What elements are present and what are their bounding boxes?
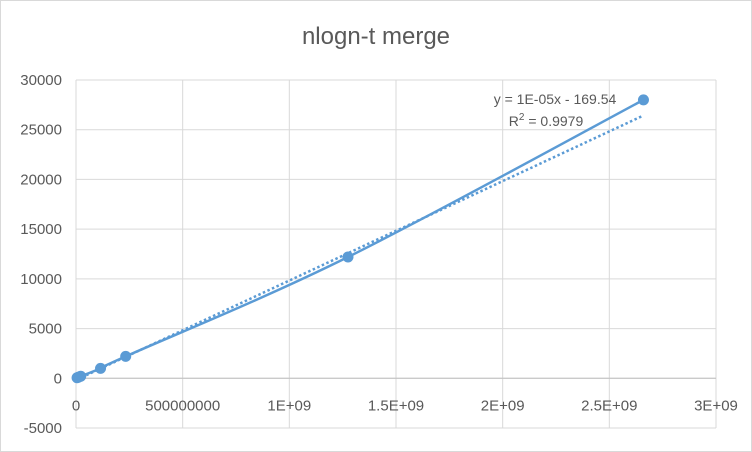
y-axis: -5000 0 5000 10000 15000 20000 25000 30000	[20, 72, 62, 437]
gridlines	[75, 79, 717, 429]
x-tick-label: 1E+09	[267, 397, 311, 414]
data-point	[75, 370, 87, 382]
y-tick-label: 15000	[20, 221, 62, 238]
x-tick-label: 500000000	[145, 397, 220, 414]
data-point	[342, 251, 354, 263]
y-tick-label: 20000	[20, 171, 62, 188]
series-line	[76, 98, 645, 379]
trendline-equation: y = 1E-05x - 169.54	[494, 91, 617, 107]
x-tick-label: 3E+09	[694, 397, 738, 414]
chart-title: nlogn-t merge	[302, 23, 450, 50]
y-tick-label: 10000	[20, 271, 62, 288]
data-point	[120, 350, 132, 362]
y-tick-label: 25000	[20, 122, 62, 139]
x-axis: 0 500000000 1E+09 1.5E+09 2E+09 2.5E+09 3E+09	[72, 397, 738, 414]
series-layer	[71, 94, 649, 384]
x-tick-label: 2.5E+09	[581, 397, 637, 414]
x-tick-label: 0	[72, 397, 80, 414]
trendline	[76, 114, 644, 381]
y-tick-label: -5000	[24, 420, 62, 437]
x-tick-label: 1.5E+09	[368, 397, 424, 414]
trendline-label: y = 1E-05x - 169.54 R2 = 0.9979	[494, 91, 617, 129]
data-point	[637, 94, 649, 106]
y-tick-label: 0	[54, 370, 62, 387]
y-tick-label: 5000	[29, 321, 62, 338]
y-tick-label: 30000	[20, 72, 62, 89]
x-tick-label: 2E+09	[481, 397, 525, 414]
data-point	[95, 362, 107, 374]
trendline-r-squared: R2 = 0.9979	[509, 112, 584, 129]
